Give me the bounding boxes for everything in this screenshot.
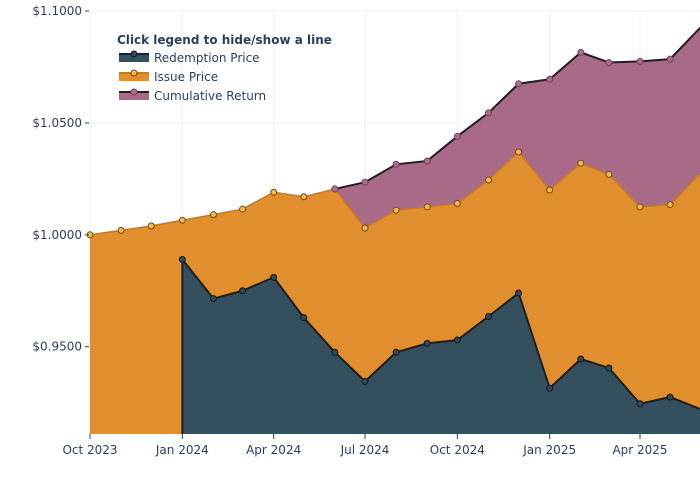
legend-swatch bbox=[119, 92, 149, 100]
cumulative-return-point bbox=[546, 75, 554, 83]
legend-item-redemption-price[interactable]: Redemption Price bbox=[119, 50, 260, 65]
cumulative-return-point bbox=[605, 58, 613, 66]
issue-price-point bbox=[484, 176, 492, 184]
issue-price-point bbox=[361, 224, 369, 232]
legend-title: Click legend to hide/show a line bbox=[117, 33, 332, 47]
legend-swatch bbox=[119, 73, 149, 81]
redemption-price-point bbox=[423, 339, 431, 347]
legend-swatch bbox=[119, 54, 149, 62]
chart-axes: $0.9500 $1.0000 $1.0500 $1.1000 Oct 2023 Jan … bbox=[32, 4, 667, 457]
legend-item-issue-price[interactable]: Issue Price bbox=[119, 69, 218, 84]
issue-price-point bbox=[605, 170, 613, 178]
legend-item-cumulative-return[interactable]: Cumulative Return bbox=[119, 88, 266, 103]
issue-price-point bbox=[423, 203, 431, 211]
issue-price-point bbox=[270, 188, 278, 196]
legend-label: Redemption Price bbox=[154, 51, 260, 65]
redemption-price-point bbox=[666, 393, 674, 401]
redemption-price-point bbox=[361, 377, 369, 385]
redemption-price-point bbox=[331, 348, 339, 356]
cumulative-return-point bbox=[577, 48, 585, 56]
redemption-price-point bbox=[239, 287, 247, 295]
legend-label: Cumulative Return bbox=[154, 89, 266, 103]
y-tick-label: $0.9500 bbox=[32, 340, 82, 354]
redemption-price-point bbox=[577, 355, 585, 363]
x-tick-label: Jan 2024 bbox=[155, 443, 209, 457]
legend-marker bbox=[130, 88, 138, 96]
issue-price-point bbox=[453, 199, 461, 207]
issue-price-point bbox=[546, 186, 554, 194]
redemption-price-point bbox=[453, 336, 461, 344]
issue-price-point bbox=[666, 201, 674, 209]
x-tick-label: Oct 2023 bbox=[62, 443, 117, 457]
redemption-price-area bbox=[182, 259, 700, 434]
cumulative-return-point bbox=[361, 178, 369, 186]
issue-price-point bbox=[300, 193, 308, 201]
issue-price-point bbox=[577, 159, 585, 167]
cumulative-return-point bbox=[515, 80, 523, 88]
cumulative-return-point bbox=[331, 185, 339, 193]
x-tick-label: Oct 2024 bbox=[430, 443, 485, 457]
issue-price-point bbox=[178, 216, 186, 224]
redemption-price-point bbox=[178, 255, 186, 263]
issue-price-point bbox=[636, 203, 644, 211]
cumulative-return-point bbox=[636, 57, 644, 65]
chart-areas bbox=[90, 27, 700, 434]
cumulative-return-point bbox=[423, 157, 431, 165]
redemption-price-point bbox=[209, 295, 217, 303]
issue-price-point bbox=[392, 206, 400, 214]
legend-marker bbox=[130, 50, 138, 58]
cumulative-return-point bbox=[666, 55, 674, 63]
cumulative-return-point bbox=[392, 160, 400, 168]
chart-legend: Click legend to hide/show a line Redempt… bbox=[117, 33, 332, 103]
redemption-price-point bbox=[605, 364, 613, 372]
chart-points bbox=[86, 48, 674, 408]
redemption-price-point bbox=[636, 400, 644, 408]
cumulative-return-point bbox=[453, 132, 461, 140]
issue-price-point bbox=[117, 226, 125, 234]
x-tick-label: Jul 2024 bbox=[340, 443, 390, 457]
y-tick-label: $1.0500 bbox=[32, 116, 82, 130]
x-tick-label: Jan 2025 bbox=[522, 443, 576, 457]
issue-price-point bbox=[239, 205, 247, 213]
redemption-price-point bbox=[270, 273, 278, 281]
redemption-price-point bbox=[484, 313, 492, 320]
issue-price-point bbox=[147, 222, 155, 230]
legend-marker bbox=[130, 69, 138, 77]
issue-price-point bbox=[209, 211, 217, 219]
redemption-price-point bbox=[515, 289, 523, 297]
legend-label: Issue Price bbox=[154, 70, 218, 84]
redemption-price-point bbox=[546, 384, 554, 392]
redemption-price-point bbox=[300, 314, 308, 322]
y-tick-label: $1.0000 bbox=[32, 228, 82, 242]
issue-price-point bbox=[515, 148, 523, 156]
redemption-price-point bbox=[392, 348, 400, 356]
cumulative-return-area bbox=[334, 27, 700, 229]
y-tick-label: $1.1000 bbox=[32, 4, 82, 18]
x-tick-label: Apr 2025 bbox=[612, 443, 667, 457]
cumulative-return-point bbox=[484, 109, 492, 117]
x-tick-label: Apr 2024 bbox=[246, 443, 301, 457]
